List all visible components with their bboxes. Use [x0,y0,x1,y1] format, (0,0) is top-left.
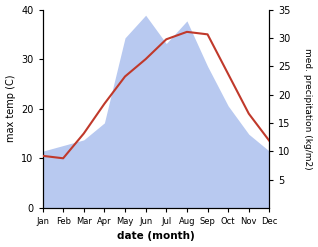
X-axis label: date (month): date (month) [117,231,195,242]
Y-axis label: max temp (C): max temp (C) [5,75,16,143]
Y-axis label: med. precipitation (kg/m2): med. precipitation (kg/m2) [303,48,313,169]
